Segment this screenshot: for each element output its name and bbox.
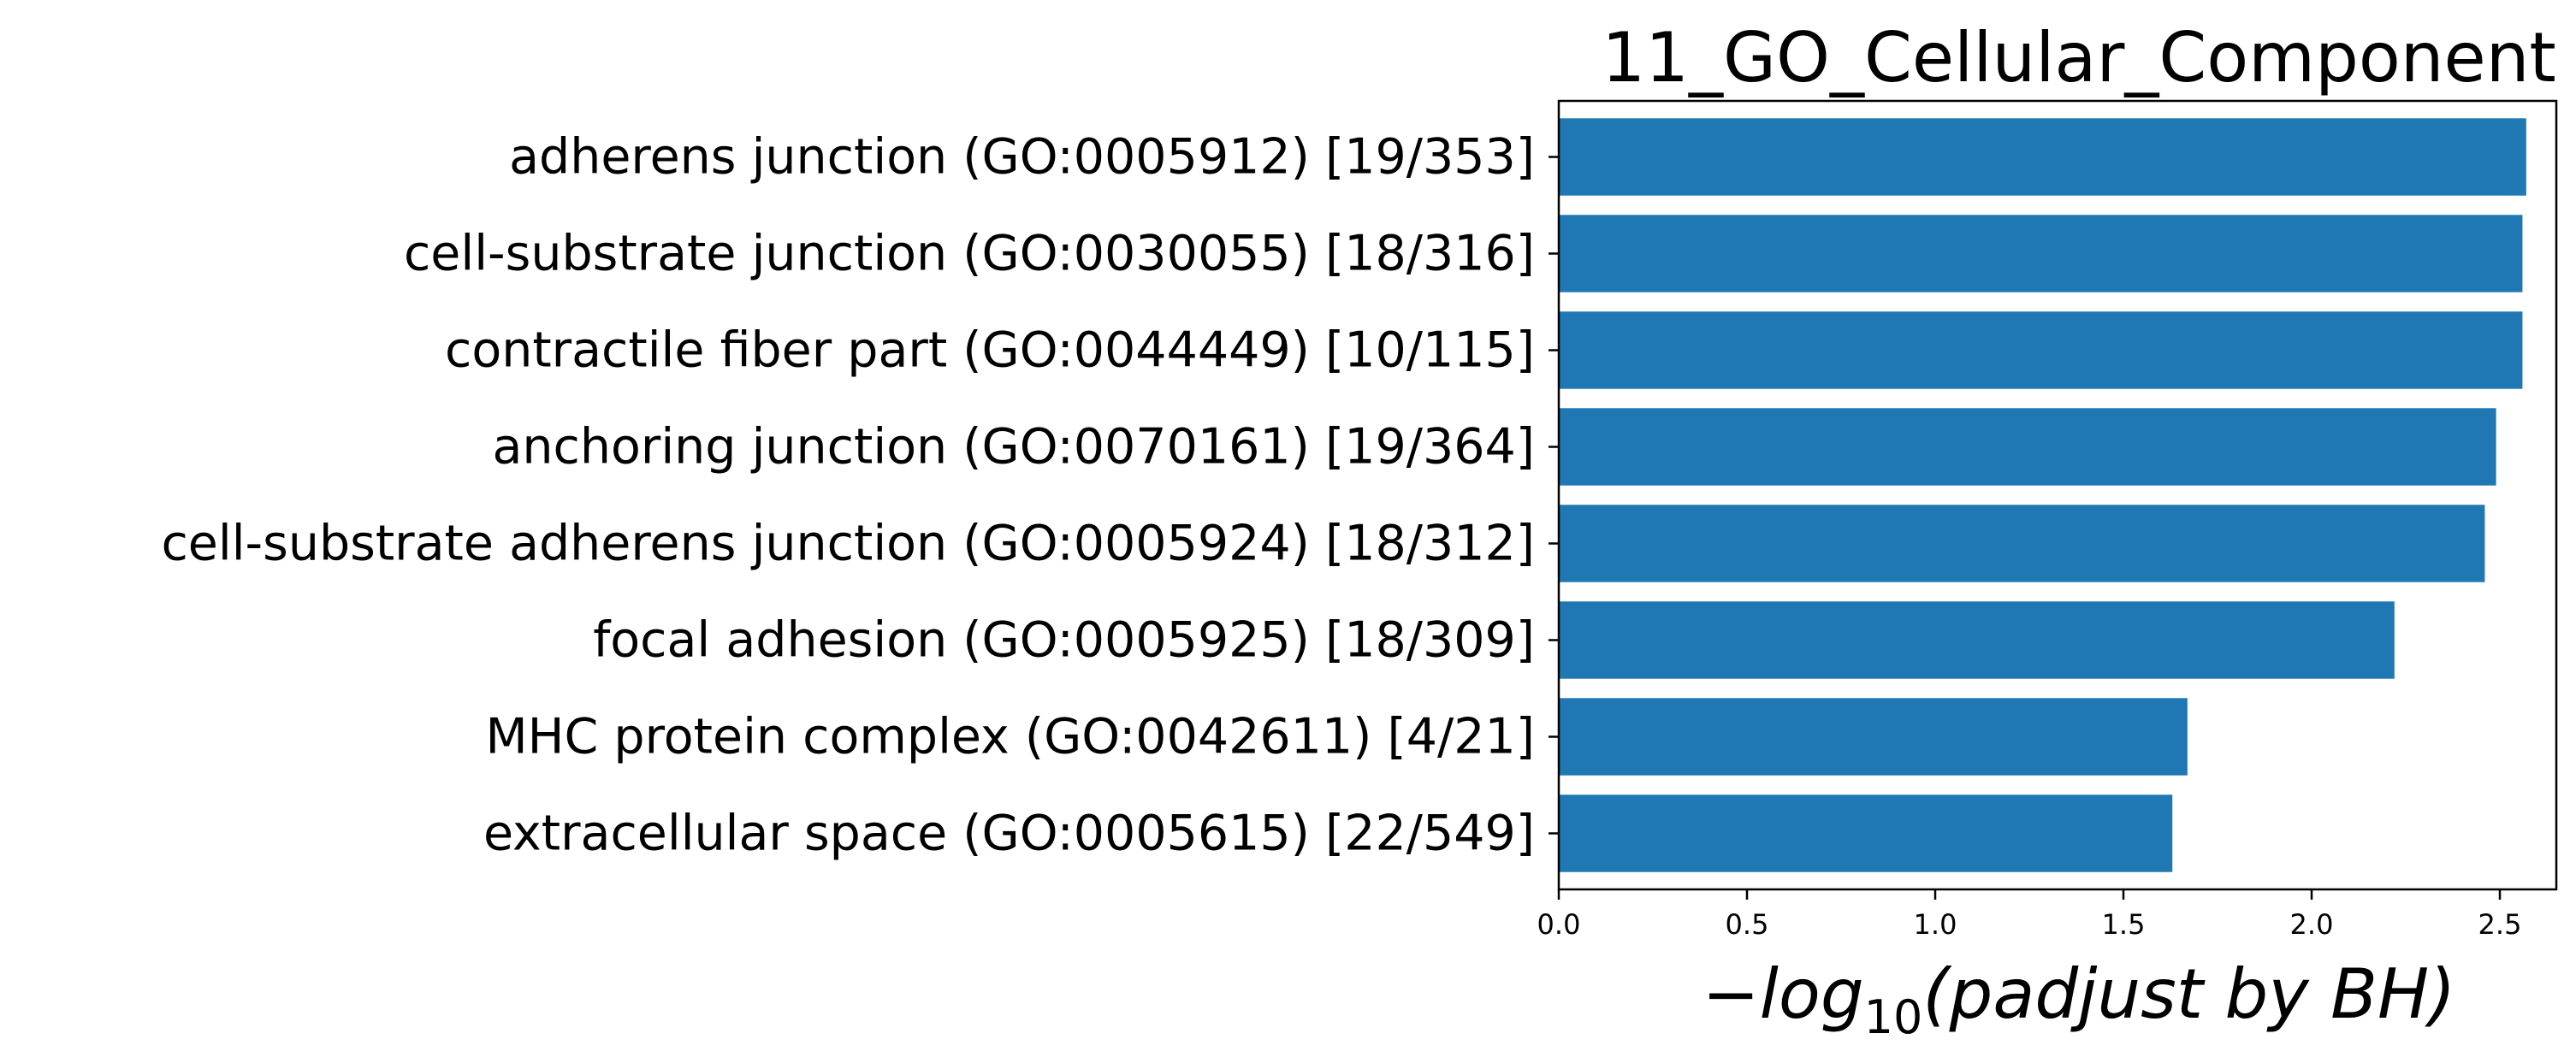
category-label: adherens junction (GO:0005912) [19/353]: [509, 129, 1535, 186]
x-axis-label-log: log: [1760, 954, 1864, 1034]
category-labels-layer: adherens junction (GO:0005912) [19/353] c…: [161, 129, 1535, 862]
x-tick-label: 1.0: [1914, 908, 1957, 941]
x-axis-label: −log10(padjust by BH): [1703, 954, 2456, 1044]
bar: [1559, 794, 2173, 872]
x-tick-label: 2.0: [2290, 908, 2334, 941]
x-tick-label: 1.5: [2102, 908, 2146, 941]
x-ticks-layer: 0.0 0.5 1.0 1.5 2.0 2.5: [1537, 156, 2522, 941]
bar: [1559, 215, 2523, 292]
bar: [1559, 408, 2496, 486]
x-axis-label-rest: (padjust by BH): [1922, 954, 2455, 1034]
x-axis-label-minus: −: [1703, 954, 1760, 1034]
x-axis-label-base: 10: [1864, 990, 1923, 1044]
category-label: focal adhesion (GO:0005925) [18/309]: [593, 612, 1535, 669]
x-tick-label: 0.5: [1726, 908, 1769, 941]
category-label: cell-substrate junction (GO:0030055) [18…: [404, 226, 1535, 282]
plot-frame: [1557, 99, 2558, 891]
category-label: contractile fiber part (GO:0044449) [10/…: [445, 322, 1535, 379]
chart-title: 11_GO_Cellular_Component: [1602, 18, 2556, 97]
category-label: MHC protein complex (GO:0042611) [4/21]: [485, 709, 1535, 765]
bar: [1559, 601, 2395, 679]
x-tick-label: 2.5: [2478, 908, 2522, 941]
bar: [1559, 311, 2523, 389]
category-label: cell-substrate adherens junction (GO:000…: [161, 516, 1535, 572]
bar: [1559, 505, 2485, 582]
category-label: extracellular space (GO:0005615) [22/549…: [483, 806, 1535, 862]
bar: [1559, 698, 2188, 776]
bars-layer: [1559, 118, 2526, 872]
bar: [1559, 118, 2526, 196]
category-label: anchoring junction (GO:0070161) [19/364]: [492, 419, 1535, 475]
x-tick-label: 0.0: [1537, 908, 1581, 941]
